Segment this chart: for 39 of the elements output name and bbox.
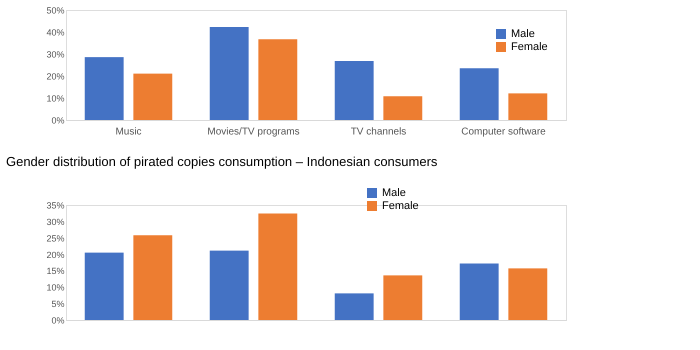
bar (133, 74, 172, 120)
legend-label: Female (511, 41, 548, 53)
bar (383, 96, 422, 120)
bar (383, 275, 422, 320)
bar (508, 93, 548, 120)
bar (460, 68, 499, 120)
y-tick-label: 40% (46, 28, 64, 38)
y-tick-label: 20% (46, 72, 64, 82)
bar (334, 61, 374, 120)
bar (258, 214, 298, 320)
x-tick-label: TV channels (350, 126, 406, 138)
bar (84, 252, 124, 320)
y-tick-label: 0% (51, 116, 64, 126)
y-tick-label: 10% (46, 282, 64, 293)
y-tick-label: 5% (51, 299, 64, 310)
bar (460, 263, 499, 320)
chart-title: Gender distribution of pirated copies consumption – Indonesian consumers (6, 154, 438, 169)
x-tick-label: Music (115, 126, 142, 138)
y-tick-label: 0% (51, 316, 64, 326)
bar (258, 39, 298, 120)
legend-label: Female (382, 200, 419, 212)
y-tick-label: 25% (46, 233, 64, 244)
bar (508, 268, 548, 320)
y-tick-label: 35% (46, 200, 64, 210)
y-tick-label: 50% (46, 6, 64, 16)
y-tick-label: 15% (46, 266, 64, 276)
bar (84, 57, 124, 120)
y-tick-label: 30% (46, 50, 64, 60)
x-tick-label: Movies/TV programs (207, 126, 300, 138)
bar (334, 293, 374, 320)
bar (210, 250, 249, 320)
legend-label: Male (382, 187, 406, 199)
y-tick-label: 10% (46, 94, 64, 104)
bar (210, 26, 249, 120)
legend-label: Male (511, 28, 535, 40)
x-tick-label: Computer software (461, 126, 546, 138)
y-tick-label: 30% (46, 216, 64, 227)
y-tick-label: 20% (46, 250, 64, 260)
bar (133, 235, 172, 320)
